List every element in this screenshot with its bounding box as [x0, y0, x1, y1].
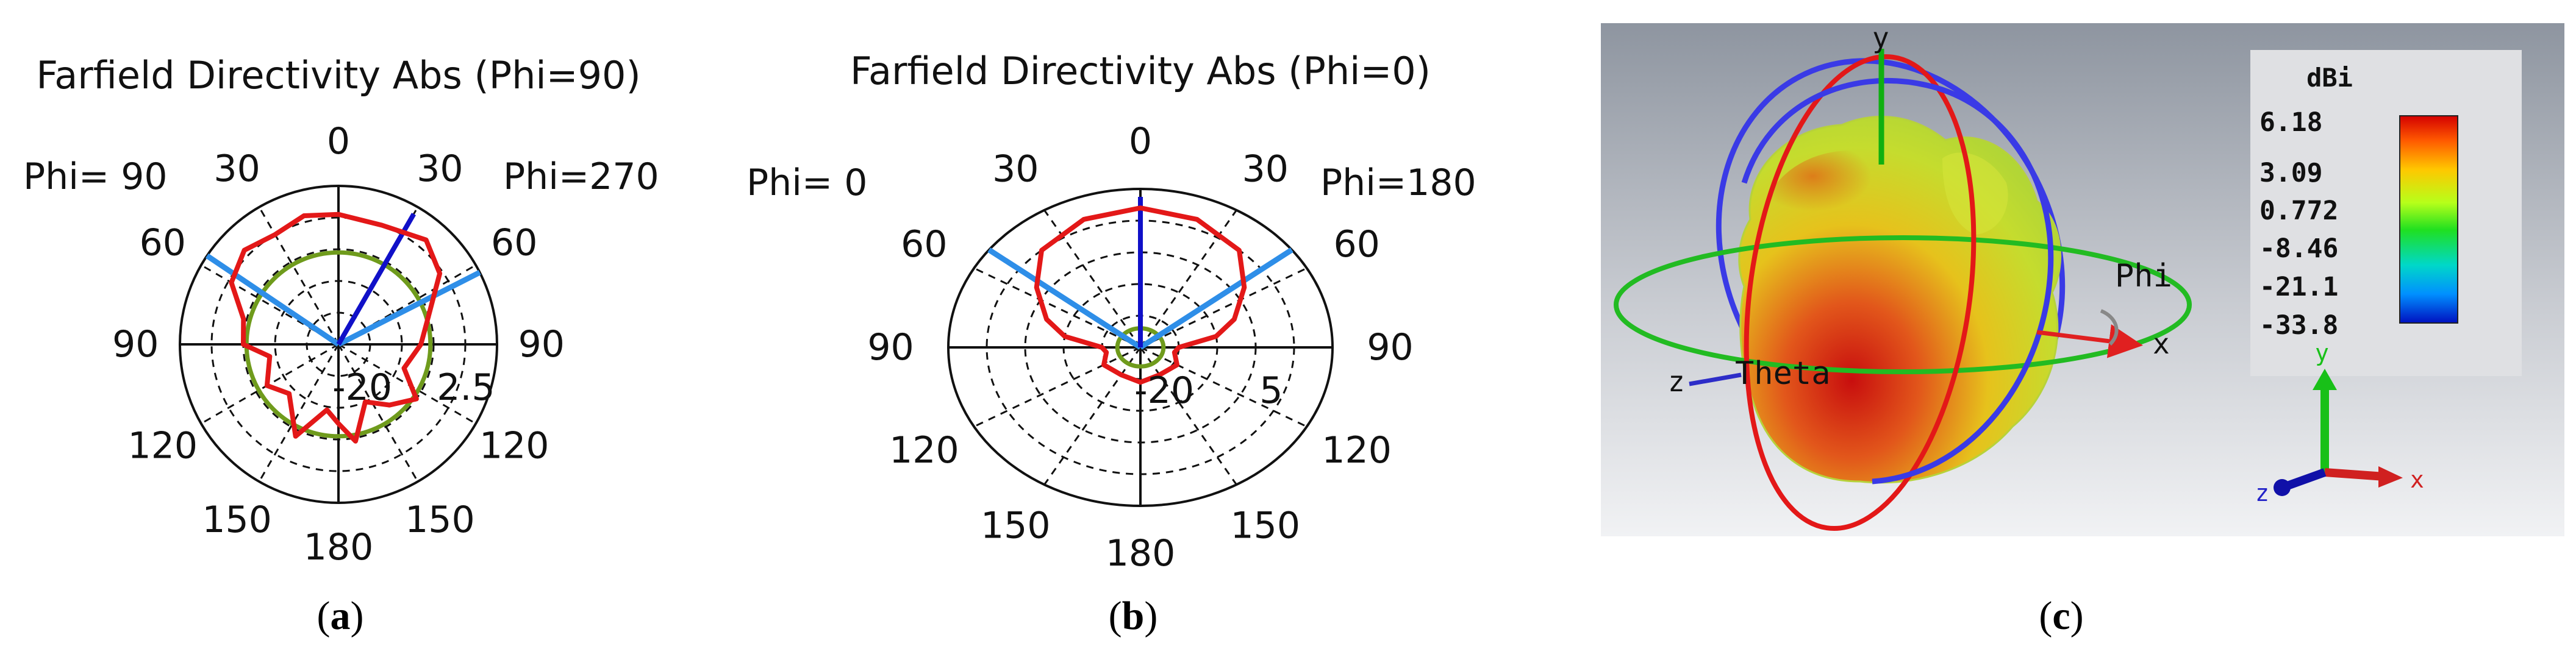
plot-a-radial-label-min: -20 [332, 366, 392, 409]
angle-label: 30 [1242, 147, 1289, 190]
polar-spoke [1043, 209, 1142, 348]
angle-label: 30 [417, 147, 463, 190]
angle-label: 120 [479, 424, 549, 467]
polar-spoke [1043, 347, 1142, 486]
colorbar-title: dBi [2306, 63, 2353, 93]
beamwidth-line [987, 247, 1142, 350]
polar-spoke [1140, 346, 1308, 428]
radiation-lobe-right [1942, 152, 2008, 235]
farfield-3d-view: y x z Theta Phi dBi 6.18 3.09 0.772 -8.4… [1601, 21, 2564, 638]
polar-spoke [1139, 347, 1237, 486]
plot-b-marks [987, 197, 1293, 385]
equator-circle [1614, 235, 2192, 374]
triad-x-label: x [2410, 466, 2424, 493]
colorbar-label: 0.772 [2259, 196, 2338, 226]
angle-label: 90 [518, 323, 565, 366]
plot-a-right-phi-label: Phi=270 [503, 155, 659, 198]
plot-a-radial-label-max: 2.5 [437, 366, 495, 409]
angle-label: 60 [491, 222, 537, 265]
colorbar-labels: 6.18 3.09 0.772 -8.46 -21.1 -33.8 [2259, 107, 2338, 341]
colorbar-label: -33.8 [2259, 310, 2338, 341]
angle-label: 30 [213, 147, 260, 190]
polar-spoke [1139, 209, 1237, 348]
plot-b-radial-label-min: -20 [1134, 369, 1194, 412]
directivity-pattern-line [229, 211, 443, 444]
plot-b-right-phi-label: Phi=180 [1320, 162, 1476, 204]
colorbar-label: -21.1 [2259, 272, 2338, 302]
angle-label: 150 [405, 499, 475, 541]
caption-a: (a) [317, 594, 364, 638]
polar-plot-a: Farfield Directivity Abs (Phi=90) Phi= 9… [23, 53, 659, 638]
triad-z-arrow [2274, 479, 2291, 496]
theta-label: Theta [1735, 355, 1831, 392]
z-axis-label: z [1668, 365, 1685, 398]
angle-label: 180 [304, 526, 374, 569]
plot-b-title: Farfield Directivity Abs (Phi=0) [850, 49, 1431, 93]
colorbar-label: -8.46 [2259, 233, 2338, 264]
caption-c: (c) [2039, 594, 2083, 638]
polar-spoke [1140, 267, 1308, 349]
triad-y-label: y [2315, 339, 2329, 366]
polar-plot-b: Farfield Directivity Abs (Phi=0) Phi= 0 … [746, 49, 1476, 638]
farfield-3d-panel: y x z Theta Phi dBi 6.18 3.09 0.772 -8.4… [1586, 0, 2576, 657]
z-axis-line [1689, 372, 1742, 386]
angle-label: 120 [128, 424, 198, 467]
angle-label: 90 [867, 326, 914, 369]
orientation-triad: y x z [2255, 339, 2424, 506]
angle-label: 180 [1106, 532, 1176, 575]
polar-spoke [973, 267, 1141, 349]
directivity-pattern-line [1034, 205, 1247, 385]
angle-label: 60 [140, 222, 186, 265]
triad-z-label: z [2255, 480, 2269, 506]
beamwidth-line [337, 269, 481, 347]
x-axis-line [2036, 324, 2143, 358]
y-axis-label: y [1872, 21, 1889, 54]
theta-circle [1744, 54, 1977, 531]
polar-spoke [258, 207, 340, 345]
triad-z-axis [2284, 468, 2327, 491]
triad-y-arrow [2313, 369, 2337, 390]
plot-b-radial-label-max: 5 [1259, 369, 1283, 412]
beamwidth-line [205, 253, 340, 347]
phi-arc [2100, 309, 2119, 346]
colorbar-label: 6.18 [2259, 107, 2323, 138]
angle-label: 90 [1367, 326, 1413, 369]
angle-label: 30 [992, 147, 1039, 190]
polar-plot-b-panel: Farfield Directivity Abs (Phi=0) Phi= 0 … [720, 0, 1561, 657]
angle-label: 150 [981, 505, 1051, 547]
radiation-hotspot-top [1769, 150, 1916, 238]
x-axis-label: x [2153, 327, 2170, 360]
polar-plot-a-panel: Farfield Directivity Abs (Phi=90) Phi= 9… [0, 0, 732, 657]
plot-b-left-phi-label: Phi= 0 [746, 162, 867, 204]
angle-label: 120 [889, 429, 959, 472]
caption-b: (b) [1109, 594, 1158, 638]
plot-a-marks [205, 211, 481, 444]
angle-label: 60 [901, 223, 947, 266]
phi-circle-front [1741, 78, 2054, 485]
angle-label: 90 [112, 323, 159, 366]
beamwidth-line [1139, 247, 1293, 350]
main-lobe-line [336, 213, 416, 346]
plot-a-left-phi-label: Phi= 90 [23, 155, 168, 198]
angle-label: 0 [1129, 120, 1152, 163]
plot-b-angle-labels: 0 30 60 90 120 150 180 150 120 90 60 30 [867, 120, 1413, 575]
angle-label: 120 [1322, 429, 1392, 472]
angle-label: 0 [327, 120, 350, 163]
angle-label: 60 [1333, 223, 1379, 266]
polar-spoke [973, 346, 1141, 428]
plot-a-title: Farfield Directivity Abs (Phi=90) [36, 53, 640, 98]
triad-x-axis [2324, 468, 2385, 481]
angle-label: 150 [202, 499, 272, 541]
colorbar-label: 3.09 [2259, 158, 2323, 188]
phi-label: Phi [2115, 258, 2172, 294]
angle-label: 150 [1230, 505, 1300, 547]
colorbar [2399, 115, 2458, 324]
triad-x-arrow [2378, 466, 2403, 488]
colorbar-panel [2250, 50, 2522, 376]
